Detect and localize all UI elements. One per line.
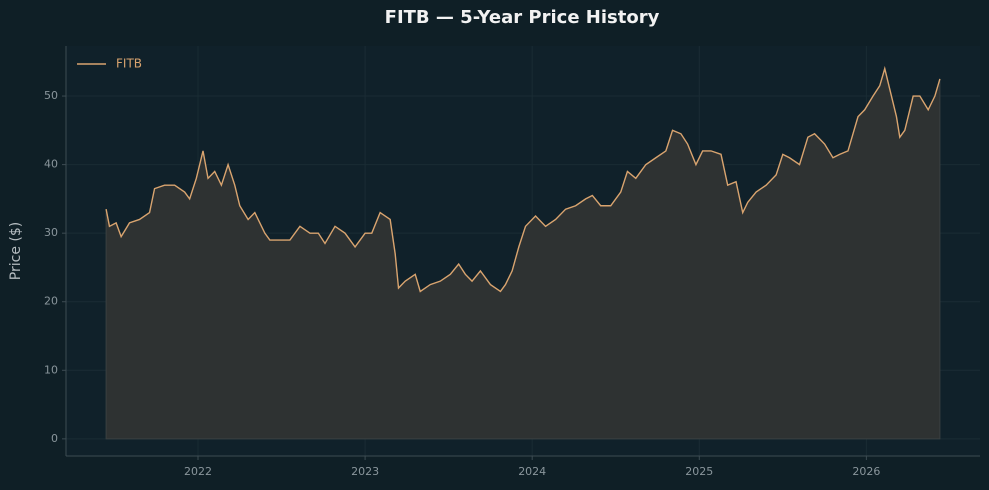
x-tick-label: 2023 [351,465,379,478]
y-tick-label: 20 [44,295,58,308]
price-line [105,65,941,293]
x-tick-label: 2025 [685,465,713,478]
y-axis-label: Price ($) [8,222,24,280]
y-tick-label: 40 [44,158,58,171]
y-tick-label: 0 [51,432,58,445]
legend-label: FITB [116,57,142,71]
x-tick-label: 2026 [852,465,880,478]
x-tick-label: 2024 [518,465,546,478]
x-tick-label: 2022 [184,465,212,478]
y-tick-label: 50 [44,89,58,102]
y-tick-label: 10 [44,363,58,376]
chart-title: FITB — 5-Year Price History [385,7,660,28]
y-tick-label: 30 [44,226,58,239]
